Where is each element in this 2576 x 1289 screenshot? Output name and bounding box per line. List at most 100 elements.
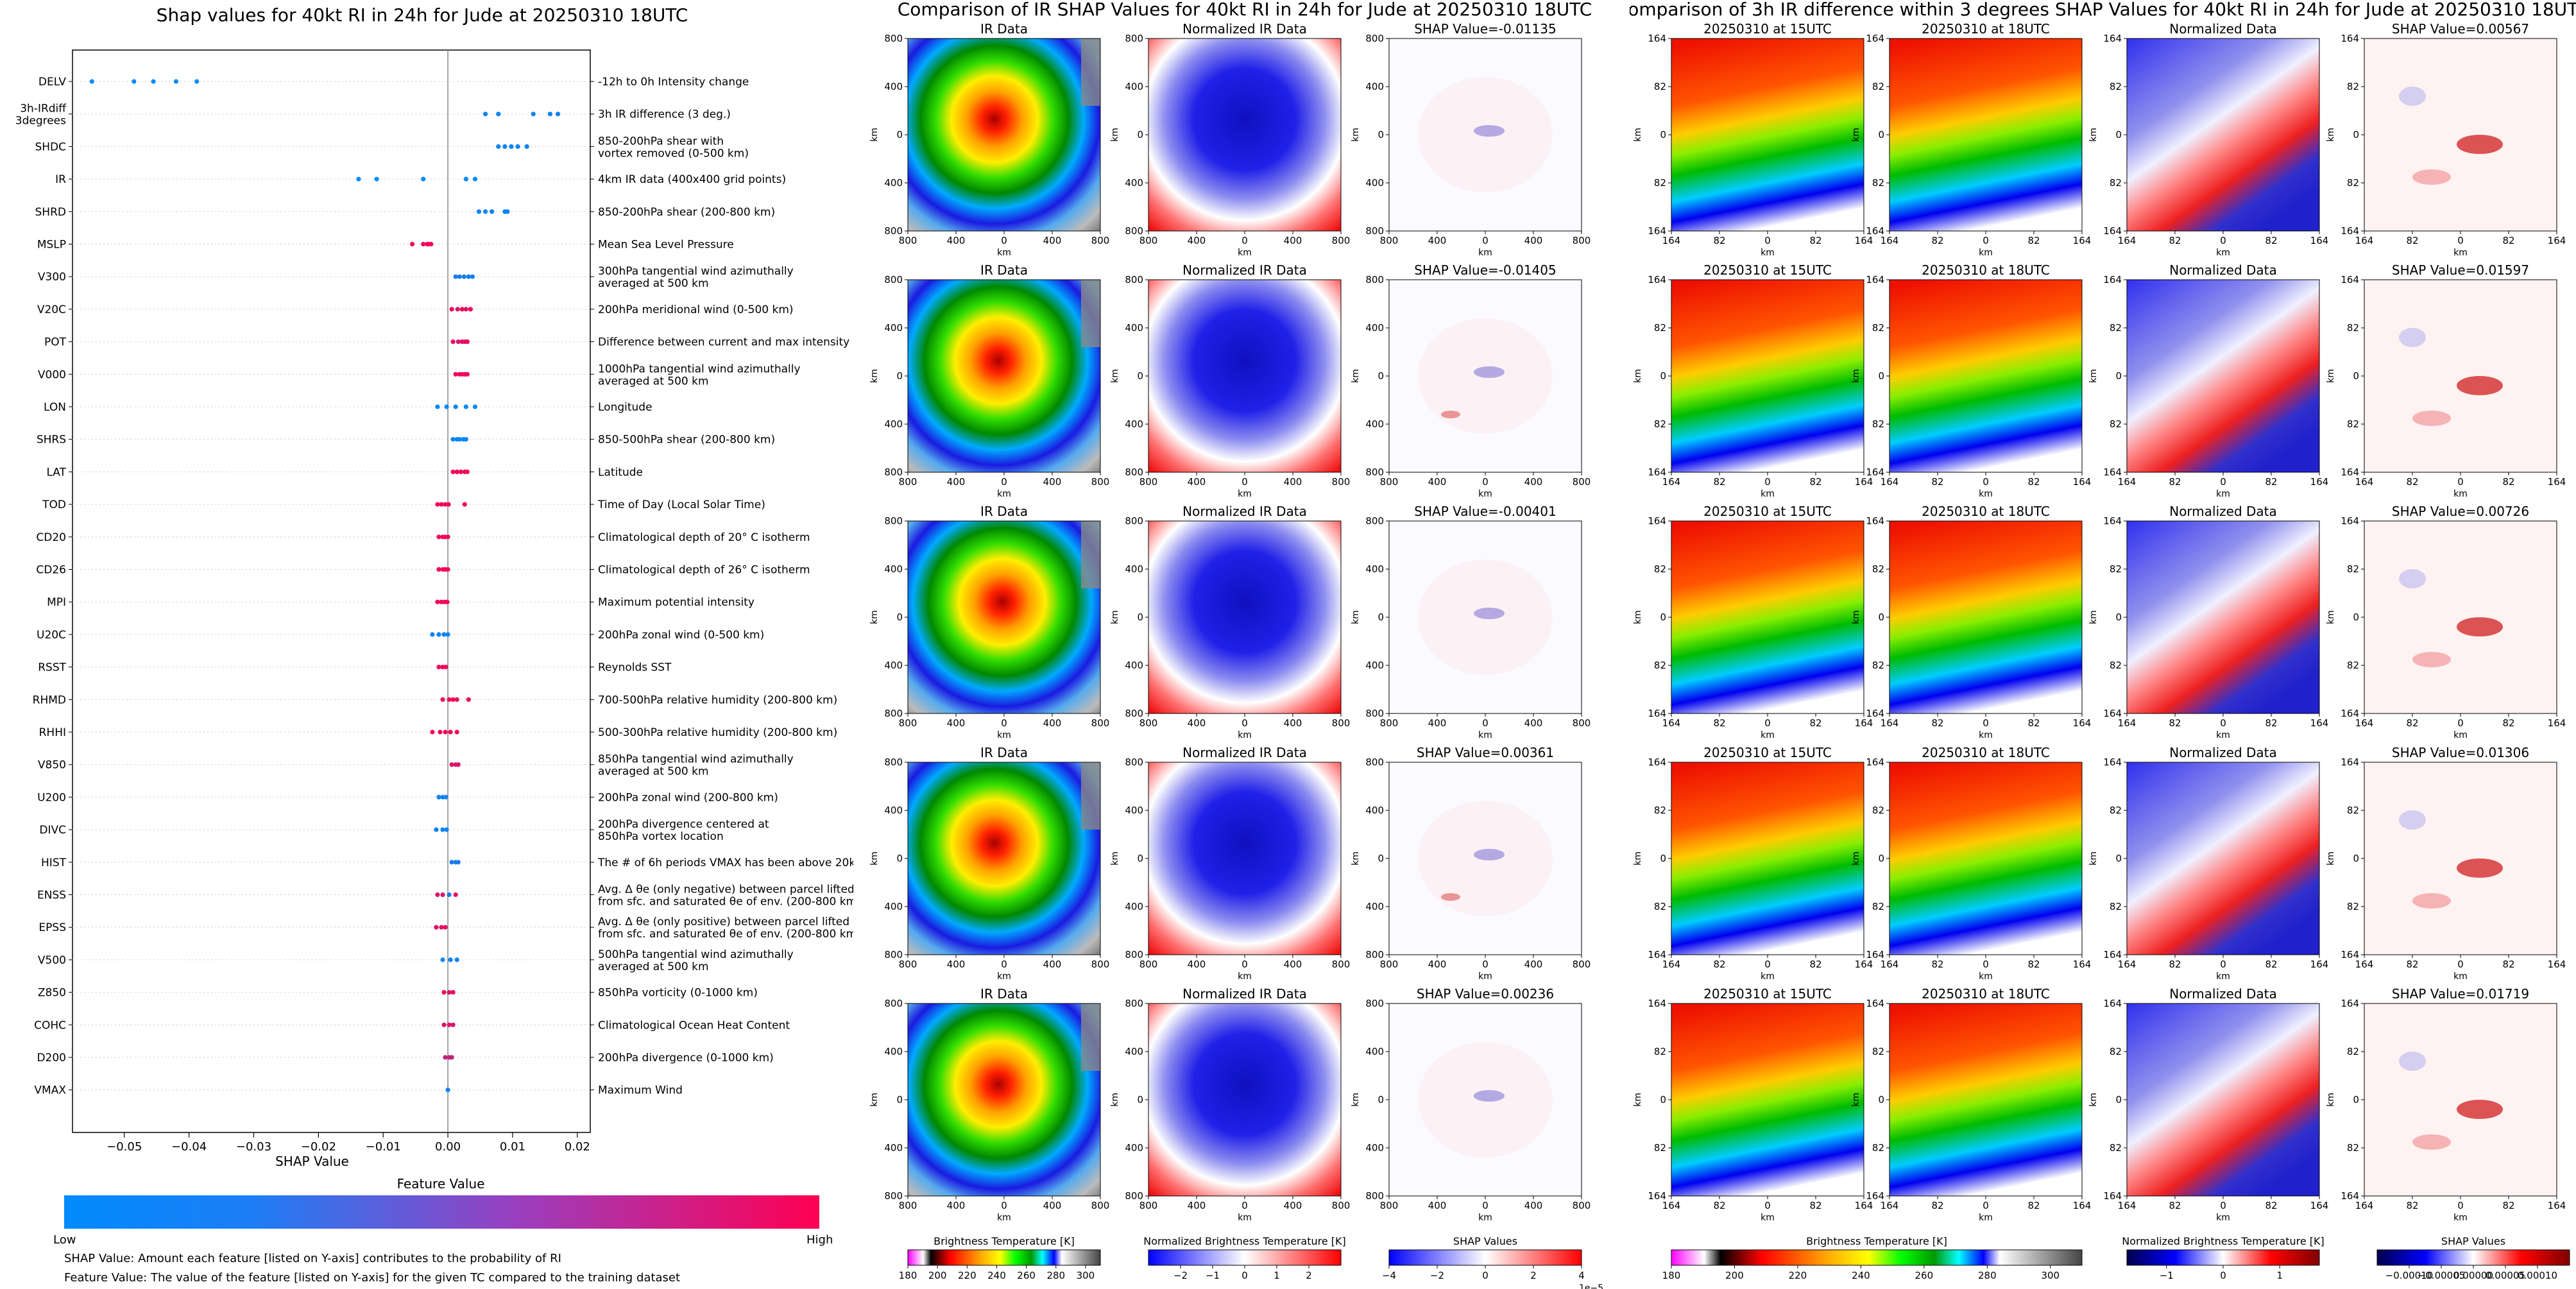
x-tick-label: 82	[2169, 959, 2181, 970]
shap-diff-blob	[2412, 893, 2451, 909]
x-tick-label: 82	[2169, 235, 2181, 246]
feature-description-line: 850hPa vortex location	[598, 830, 724, 843]
colorbar	[1148, 1249, 1342, 1266]
x-tick-label: 164	[2118, 235, 2137, 246]
shap-point	[462, 502, 467, 507]
x-axis-label: km	[1238, 248, 1252, 258]
feature-description: 700-500hPa relative humidity (200-800 km…	[598, 694, 837, 706]
shap-point	[465, 469, 470, 475]
x-tick-label: 82	[1809, 476, 1821, 488]
y-tick-label: 0	[896, 129, 903, 141]
x-axis-label: km	[2216, 1213, 2230, 1223]
x-axis-label: km	[1238, 971, 1252, 982]
shap-value-title: SHAP Value=0.00726	[2392, 504, 2529, 519]
feature-label-line: VMAX	[34, 1084, 66, 1097]
y-axis-label: km	[1351, 369, 1361, 383]
y-tick-label: 164	[2103, 998, 2122, 1009]
x-tick-label: 800	[899, 476, 917, 488]
colorbar-tick-label: −0.00010	[2385, 1270, 2434, 1281]
subplot-title: 20250310 at 15UTC	[1703, 262, 1832, 278]
x-tick-label: −0.02	[301, 1140, 336, 1154]
x-tick-label: 0	[1482, 476, 1488, 488]
shap-diff-blob	[2457, 1100, 2503, 1119]
x-tick-label: 400	[1188, 717, 1206, 729]
x-tick-label: −0.01	[366, 1140, 401, 1154]
y-tick-label: 400	[1125, 1046, 1143, 1057]
y-tick-label: 0	[1878, 611, 1884, 623]
x-tick-label: 400	[947, 235, 966, 246]
x-tick-label: 0	[2457, 235, 2464, 246]
x-axis-label: km	[2453, 248, 2468, 258]
shap-diff-blob	[2412, 652, 2451, 667]
shap-diff-blob	[2412, 411, 2451, 426]
feature-description-line: 300hPa tangential wind azimuthally	[598, 265, 794, 278]
x-tick-label: 0	[1983, 959, 1989, 970]
ir-image	[908, 280, 1100, 472]
shap-point	[447, 892, 452, 898]
x-tick-label: 82	[2406, 476, 2418, 488]
y-tick-label: 82	[1872, 322, 1884, 334]
subplot-title: Normalized IR Data	[1182, 745, 1307, 760]
y-tick-label: 800	[884, 756, 903, 768]
shap-point	[434, 925, 439, 930]
shap-point	[436, 794, 441, 799]
colorbar-tick-label: 0.00010	[2518, 1270, 2557, 1281]
x-tick-label: 0	[1001, 235, 1007, 246]
y-tick-label: 800	[1125, 515, 1143, 527]
x-tick-label: 800	[1332, 959, 1351, 970]
x-axis-label: SHAP Value	[275, 1154, 349, 1169]
shap-point	[555, 112, 561, 117]
y-tick-label: 0	[1137, 370, 1143, 382]
feature-description: Maximum Wind	[598, 1084, 683, 1097]
feature-description: -12h to 0h Intensity change	[598, 76, 749, 89]
x-tick-label: 800	[1380, 235, 1399, 246]
x-tick-label: 800	[1091, 1200, 1110, 1211]
feature-description-line: 200hPa divergence (0-1000 km)	[598, 1052, 774, 1064]
y-tick-label: 0	[2115, 611, 2122, 623]
feature-description-line: from sfc. and saturated θe of env. (200-…	[598, 928, 853, 941]
colorbar-tick-label: 280	[1978, 1270, 1997, 1281]
y-tick-label: 0	[2115, 853, 2122, 864]
colorbar	[1388, 1249, 1582, 1266]
y-axis-label: km	[1851, 851, 1861, 866]
shap-point	[458, 469, 463, 475]
y-tick-label: 82	[2110, 1046, 2122, 1057]
x-tick-label: 164	[2548, 717, 2566, 729]
shap-map-haze	[1418, 559, 1553, 675]
feature-label: MSLP	[37, 239, 66, 252]
x-tick-label: 164	[1662, 1200, 1681, 1211]
y-tick-label: 400	[1365, 1046, 1384, 1057]
y-tick-label: 164	[2341, 756, 2359, 768]
shap-point	[441, 1022, 447, 1027]
x-tick-label: 164	[1662, 476, 1681, 488]
shap-point	[457, 274, 462, 279]
y-tick-label: 82	[1654, 1046, 1666, 1057]
shap-point	[454, 469, 459, 475]
y-tick-label: 0	[896, 611, 903, 623]
normalized-image	[1148, 762, 1341, 955]
feature-label-line: COHC	[34, 1019, 66, 1032]
y-tick-label: 400	[1125, 81, 1143, 92]
x-axis-label: km	[1238, 1213, 1252, 1223]
x-axis-label: km	[2453, 730, 2468, 740]
x-axis-label: km	[1761, 489, 1775, 499]
y-tick-label: 164	[2341, 274, 2359, 286]
y-tick-label: 164	[1866, 274, 1884, 286]
x-tick-label: 82	[2027, 235, 2040, 246]
subplot-title: Normalized IR Data	[1182, 504, 1307, 519]
y-axis-label: km	[1633, 851, 1643, 866]
feature-description-line: from sfc. and saturated θe of env. (200-…	[598, 896, 853, 909]
subplot-title: IR Data	[980, 986, 1028, 1002]
x-tick-label: 164	[2118, 717, 2137, 729]
feature-description: Avg. Δ θe (only positive) between parcel…	[598, 916, 853, 941]
y-tick-label: 800	[1125, 949, 1143, 960]
y-tick-label: 400	[1365, 322, 1384, 334]
shap-point	[450, 1022, 456, 1027]
shap-point	[450, 339, 456, 345]
colorbar-tick-label: 0	[2220, 1270, 2226, 1281]
feature-label-line: RHHI	[39, 726, 66, 739]
x-tick-label: 800	[1091, 476, 1110, 488]
y-tick-label: 0	[1660, 611, 1666, 623]
x-tick-label: 400	[947, 1200, 966, 1211]
shap-point	[515, 144, 520, 149]
